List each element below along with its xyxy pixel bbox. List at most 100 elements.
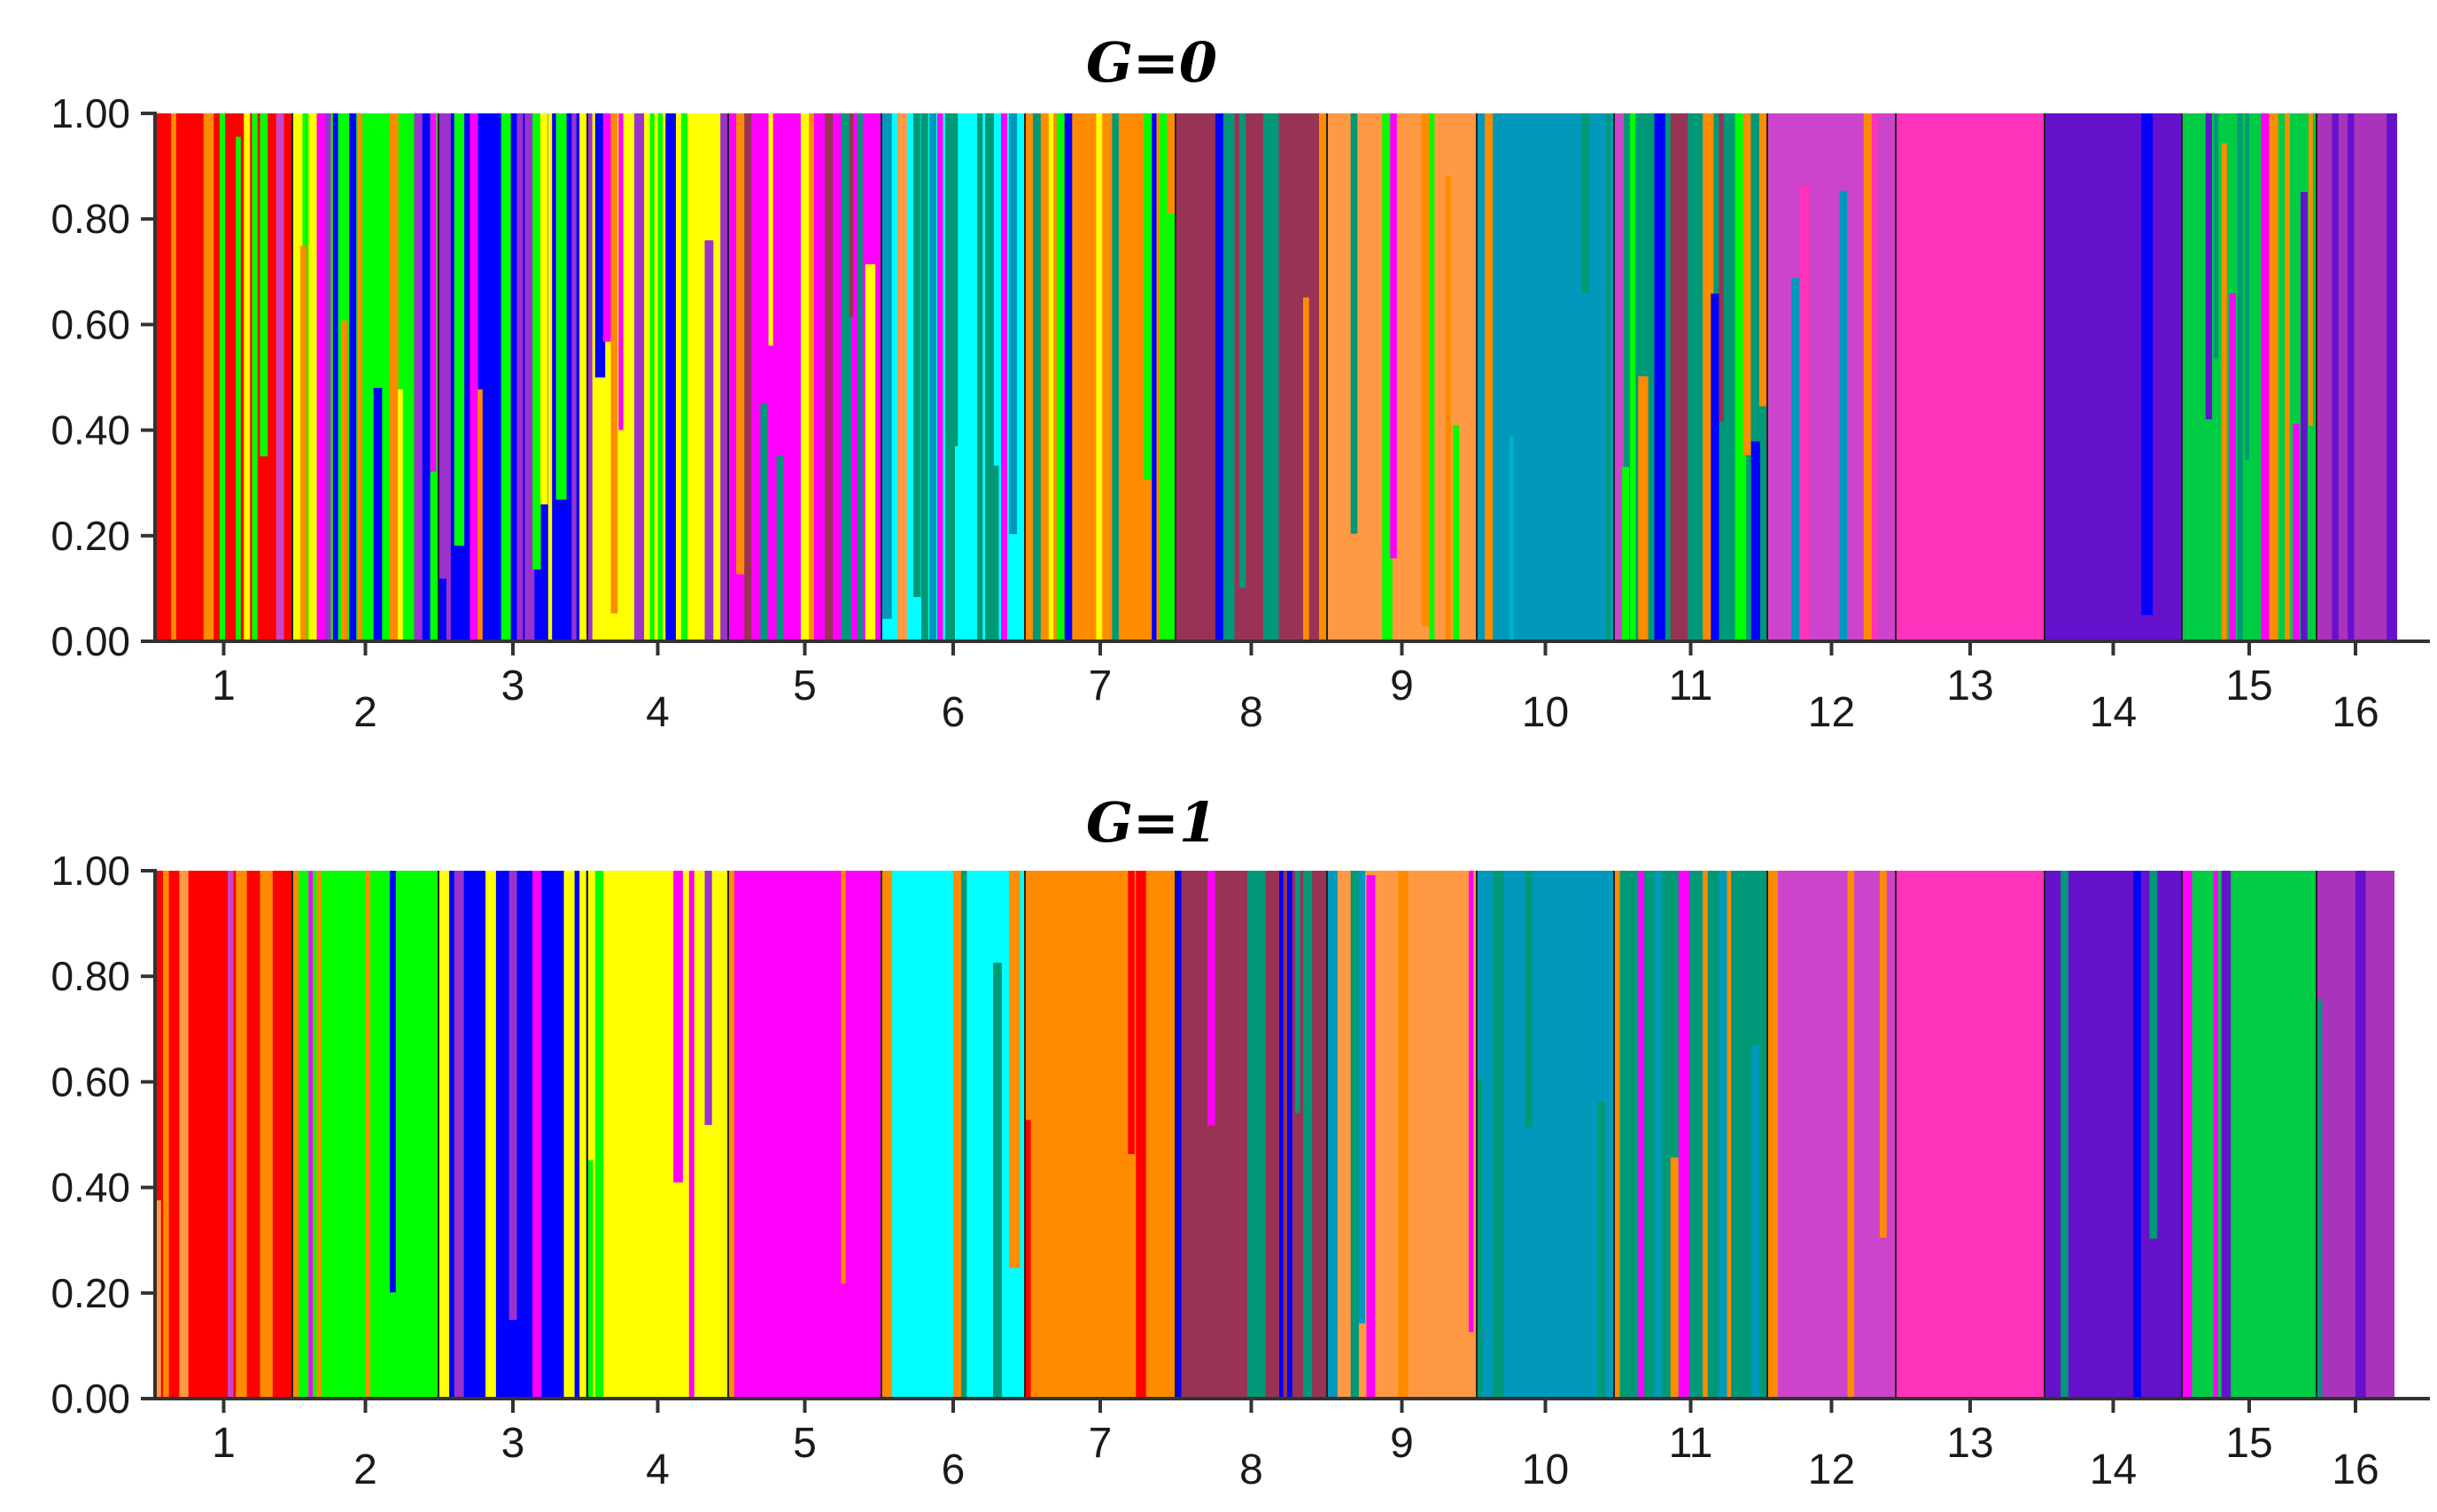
individual-bar (704, 240, 714, 641)
individual-bar (673, 871, 683, 1182)
individual-bar (1703, 871, 1708, 1399)
y-tick-label: 0.80 (50, 953, 130, 999)
individual-bar (563, 871, 575, 1399)
individual-bar (1096, 113, 1103, 641)
individual-bar (1009, 871, 1021, 1268)
individual-bar (1719, 113, 1724, 423)
individual-bar (953, 113, 959, 446)
individual-bar (1727, 871, 1732, 1399)
individual-bar (508, 871, 517, 1320)
individual-bar (2221, 871, 2231, 1399)
individual-bar (236, 136, 241, 641)
individual-bar (276, 113, 284, 641)
x-tick-label: 10 (1522, 689, 1569, 736)
individual-bar (2387, 113, 2397, 641)
x-tick-label: 8 (1239, 689, 1263, 736)
individual-bar (349, 113, 357, 641)
individual-bar (571, 113, 577, 641)
panel-title: G=0 (1086, 30, 1217, 95)
individual-bar (881, 871, 893, 1399)
individual-bar (1287, 871, 1292, 1399)
individual-bar (2261, 113, 2271, 641)
individual-bar (357, 113, 362, 641)
individual-bar (1271, 113, 1279, 641)
y-tick-label: 0.60 (50, 301, 130, 347)
individual-bar (1750, 1045, 1759, 1399)
individual-bar (618, 113, 624, 430)
individual-bar (1168, 213, 1178, 641)
individual-bar (1223, 113, 1235, 641)
x-tick-label: 15 (2225, 1420, 2272, 1467)
individual-bar (228, 871, 234, 1399)
individual-bar (439, 871, 450, 1399)
individual-bar (446, 113, 451, 641)
y-tick-label: 0.40 (50, 1165, 130, 1211)
cluster-bar-group-14 (2045, 113, 2182, 641)
admixture-bars (155, 113, 2397, 642)
individual-bar (1382, 113, 1393, 641)
x-tick-label: 16 (2332, 1446, 2379, 1493)
individual-bar (316, 871, 322, 1399)
individual-bar (539, 113, 548, 505)
individual-bar (268, 871, 273, 1399)
cluster-bar-group-13 (1896, 113, 2045, 641)
cluster-bar-group-10 (1477, 113, 1614, 641)
individual-bar (1678, 871, 1690, 1399)
individual-bar (1056, 113, 1065, 641)
individual-bar (1654, 113, 1665, 641)
individual-bar (1485, 113, 1494, 641)
individual-bar (1215, 113, 1223, 641)
individual-bar (365, 871, 370, 1399)
individual-bar (657, 113, 664, 641)
individual-bar (1750, 441, 1760, 641)
x-tick-label: 9 (1390, 1420, 1414, 1467)
individual-bar (1678, 113, 1688, 641)
y-tick-label: 0.00 (50, 618, 130, 664)
x-tick-label: 5 (793, 1420, 817, 1467)
individual-bar (1453, 424, 1460, 641)
individual-bar (524, 113, 535, 641)
individual-bar (2293, 423, 2301, 641)
individual-bar (1670, 113, 1680, 641)
individual-bar (1128, 871, 1135, 1154)
individual-bar (993, 465, 999, 641)
individual-bar (1327, 871, 1338, 1399)
x-tick-label: 12 (1808, 1446, 1855, 1493)
individual-bar (203, 113, 214, 641)
cluster-bar-group-12 (1767, 871, 1896, 1399)
individual-bar (1239, 113, 1246, 588)
individual-bar (2285, 113, 2290, 641)
individual-bar (1366, 875, 1376, 1399)
individual-bar (244, 113, 251, 641)
individual-bar (1032, 113, 1041, 641)
individual-bar (2317, 999, 2323, 1399)
individual-bar (2061, 871, 2068, 1399)
individual-bar (977, 113, 983, 641)
individual-bar (921, 113, 928, 641)
individual-bar (993, 962, 1002, 1399)
individual-bar (881, 113, 892, 619)
individual-bar (1207, 871, 1215, 1126)
individual-bar (1605, 113, 1610, 641)
individual-bar (587, 113, 593, 641)
individual-bar (454, 871, 464, 1399)
individual-bar (913, 113, 921, 597)
y-tick-label: 0.20 (50, 513, 130, 559)
individual-bar (2245, 113, 2250, 460)
individual-bar (1742, 113, 1751, 455)
x-tick-label: 4 (646, 1446, 670, 1493)
individual-bar (945, 113, 955, 641)
individual-bar (1799, 186, 1810, 641)
individual-bar (1791, 278, 1802, 641)
individual-bar (398, 389, 403, 641)
individual-bar (2205, 113, 2212, 420)
x-tick-label: 4 (646, 689, 670, 736)
individual-bar (1255, 871, 1266, 1399)
individual-bar (800, 113, 811, 641)
individual-bar (1429, 113, 1435, 641)
individual-bar (219, 113, 226, 641)
panel-g-eq-0: G=00.000.200.400.600.801.001234567891011… (50, 30, 2430, 736)
individual-bar (1509, 437, 1515, 641)
individual-bar (1176, 871, 1182, 1399)
